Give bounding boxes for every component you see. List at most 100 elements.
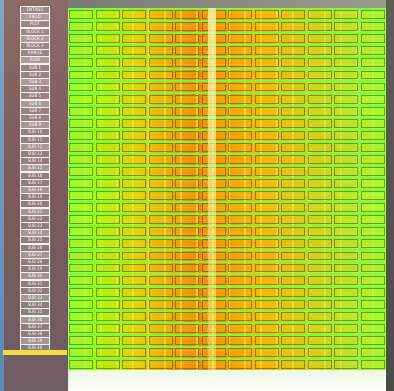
plot-cell [307,275,332,285]
plot-cell [281,10,306,20]
plot-cell [228,287,253,297]
plot-cell [228,106,253,116]
plot-cell [307,203,332,213]
plot-cell [122,203,147,213]
plot-cell [69,82,94,92]
plot-cell [254,203,279,213]
plot-cell [95,251,120,261]
plot-cell [281,227,306,237]
plot-cell [69,360,94,369]
plot-cell [334,215,359,225]
plot-cell [175,215,200,225]
plot-cell [307,179,332,188]
plot-cell [281,46,306,56]
plot-cell [148,82,173,92]
plot-cell [281,167,306,176]
plot-cell [175,227,200,237]
plot-cell [360,179,385,188]
plot-cell [360,203,385,213]
plot-cell [148,106,173,116]
plot-cell [69,46,94,56]
plot-cell [334,179,359,188]
plot-cell [228,155,253,164]
row-strip [68,309,386,312]
plot-cell [360,299,385,309]
plot-cell [122,10,147,20]
plot-cell [281,155,306,164]
plot-cell [95,275,120,285]
plot-cell [307,323,332,333]
plot-cell [334,348,359,357]
row-strip [68,8,386,10]
plot-cell [95,34,120,44]
plot-cell [307,106,332,116]
plot-cell [254,299,279,309]
row-strip [68,140,386,143]
plot-cell [228,336,253,345]
plot-cell [175,106,200,116]
plot-cell [148,227,173,237]
plot-cell [228,323,253,333]
plot-cell [360,251,385,261]
plot-cell [148,239,173,249]
plot-cell [228,46,253,56]
plot-cell [334,311,359,321]
row-strip [68,92,386,95]
plot-cell [95,191,120,201]
plot-cell [281,70,306,80]
plot-cell [69,275,94,285]
plot-cell [95,336,120,345]
plot-cell [175,348,200,357]
plot-cell [360,106,385,116]
plot-cell [360,287,385,297]
bottom-edge [68,370,386,391]
plot-cell [307,70,332,80]
plot-cell [148,311,173,321]
plot-cell [95,323,120,333]
plot-cell [334,34,359,44]
plot-cell [228,94,253,104]
row-strip [68,20,386,23]
plot-cell [307,46,332,56]
plot-cell [95,263,120,273]
plot-cell [122,70,147,80]
plot-cell [254,287,279,297]
plot-cell [95,155,120,164]
plot-cell [334,275,359,285]
plot-cell [307,287,332,297]
plot-cell [148,215,173,225]
plot-cell [148,94,173,104]
plot-cell [334,22,359,32]
plot-cell [281,275,306,285]
center-alley [208,8,216,370]
plot-cell [228,348,253,357]
plot-cell [175,360,200,369]
row-strip [68,225,386,228]
plot-cell [175,142,200,152]
plot-cell [334,58,359,68]
plot-cell [122,130,147,140]
plot-cell [175,118,200,128]
plot-cell [228,311,253,321]
plot-cell [175,311,200,321]
plot-cell [95,82,120,92]
row-strip [68,68,386,71]
plot-cell [95,167,120,176]
plot-cell [175,299,200,309]
plot-cell [307,34,332,44]
plot-cell [95,58,120,68]
plot-cell [175,179,200,188]
plot-cell [360,323,385,333]
plot-cell [334,142,359,152]
plot-cell [122,118,147,128]
plot-cell [307,348,332,357]
plot-cell [95,227,120,237]
plot-cell [307,22,332,32]
plot-cell [122,239,147,249]
plot-cell [122,46,147,56]
plot-cell [281,118,306,128]
plot-cell [281,251,306,261]
plot-cell [307,239,332,249]
row-strip [68,285,386,288]
plot-cell [122,155,147,164]
